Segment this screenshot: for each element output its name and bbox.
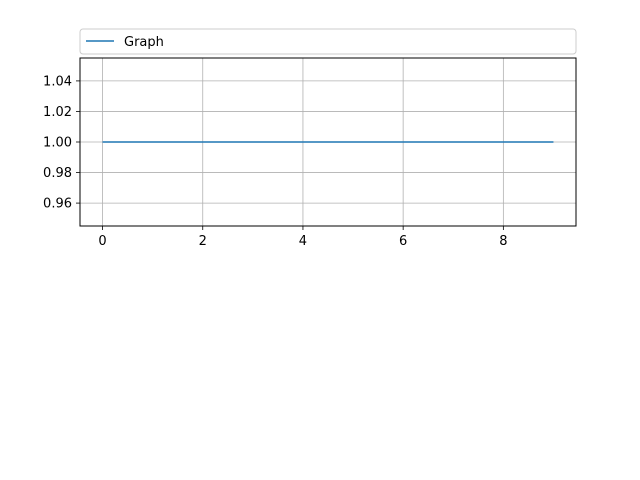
legend-frame (79, 28, 577, 55)
x-axis-ticks: 0 2 4 6 8 (98, 226, 507, 249)
legend: Graph (79, 28, 577, 55)
y-tick-label: 1.02 (43, 105, 72, 120)
y-tick-label: 1.04 (43, 74, 72, 89)
x-tick-label: 0 (98, 234, 106, 249)
axes: 0 2 4 6 8 0.96 0.98 1.00 1.02 1.04 (43, 57, 577, 249)
x-tick-label: 6 (399, 234, 407, 249)
x-tick-label: 2 (199, 234, 207, 249)
y-tick-label: 0.96 (43, 197, 72, 212)
x-tick-label: 8 (499, 234, 507, 249)
y-tick-label: 1.00 (43, 136, 72, 151)
x-tick-label: 4 (299, 234, 307, 249)
legend-label-graph: Graph (124, 35, 164, 50)
y-tick-label: 0.98 (43, 166, 72, 181)
y-axis-ticks: 0.96 0.98 1.00 1.02 1.04 (43, 74, 80, 212)
